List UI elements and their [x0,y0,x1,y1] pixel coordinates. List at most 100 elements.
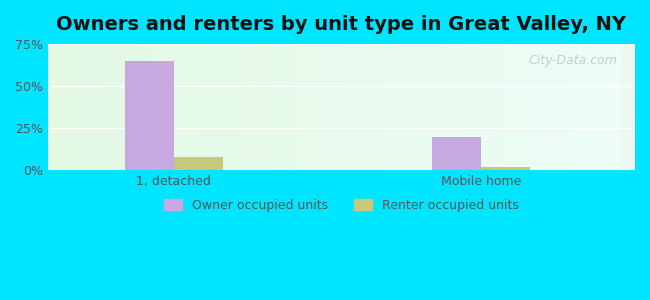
Bar [5,44,11,170]
Bar [489,44,495,170]
Bar [376,44,382,170]
Bar [401,44,407,170]
Bar [231,44,237,170]
Bar [111,44,118,170]
Bar [281,44,287,170]
Bar [174,44,181,170]
Bar [382,44,388,170]
Bar [155,44,162,170]
Bar [125,61,174,170]
Bar [174,157,222,170]
Bar [17,44,23,170]
Bar [564,44,571,170]
Bar [92,44,99,170]
Legend: Owner occupied units, Renter occupied units: Owner occupied units, Renter occupied un… [159,194,524,217]
Bar [193,44,200,170]
Bar [263,44,268,170]
Bar [23,44,30,170]
Bar [357,44,363,170]
Bar [36,44,42,170]
Bar [363,44,369,170]
Bar [55,44,61,170]
Bar [514,44,521,170]
Bar [206,44,212,170]
Bar [521,44,526,170]
Bar [73,44,80,170]
Bar [481,167,530,170]
Bar [244,44,250,170]
Bar [470,44,476,170]
Bar [476,44,482,170]
Bar [294,44,300,170]
Bar [577,44,583,170]
Bar [482,44,489,170]
Bar [395,44,401,170]
Bar [533,44,540,170]
Bar [225,44,231,170]
Bar [540,44,545,170]
Bar [432,44,439,170]
Bar [200,44,206,170]
Bar [168,44,174,170]
Bar [369,44,376,170]
Bar [590,44,596,170]
Bar [420,44,426,170]
Bar [313,44,319,170]
Bar [596,44,602,170]
Bar [583,44,590,170]
Bar [571,44,577,170]
Bar [105,44,111,170]
Bar [495,44,502,170]
Bar [326,44,332,170]
Bar [86,44,92,170]
Bar [413,44,420,170]
Bar [0,44,5,170]
Bar [42,44,49,170]
Bar [558,44,564,170]
Bar [602,44,608,170]
Bar [181,44,187,170]
Bar [99,44,105,170]
Bar [451,44,458,170]
Bar [332,44,338,170]
Bar [49,44,55,170]
Bar [30,44,36,170]
Bar [80,44,86,170]
Bar [118,44,124,170]
Bar [187,44,193,170]
Bar [275,44,281,170]
Bar [124,44,131,170]
Bar [212,44,218,170]
Bar [307,44,313,170]
Bar [552,44,558,170]
Bar [300,44,307,170]
Bar [426,44,432,170]
Bar [545,44,552,170]
Bar [68,44,73,170]
Bar [608,44,615,170]
Bar [407,44,413,170]
Bar [218,44,225,170]
Bar [136,44,143,170]
Bar [11,44,17,170]
Bar [526,44,533,170]
Bar [502,44,508,170]
Bar [319,44,326,170]
Bar [61,44,68,170]
Bar [150,44,155,170]
Text: City-Data.com: City-Data.com [528,54,618,67]
Bar [439,44,445,170]
Bar [268,44,275,170]
Bar [338,44,344,170]
Title: Owners and renters by unit type in Great Valley, NY: Owners and renters by unit type in Great… [57,15,627,34]
Bar [615,44,621,170]
Bar [162,44,168,170]
Bar [131,44,136,170]
Bar [344,44,350,170]
Bar [508,44,514,170]
Bar [143,44,150,170]
Bar [350,44,357,170]
Bar [445,44,451,170]
Bar [237,44,244,170]
Bar [287,44,294,170]
